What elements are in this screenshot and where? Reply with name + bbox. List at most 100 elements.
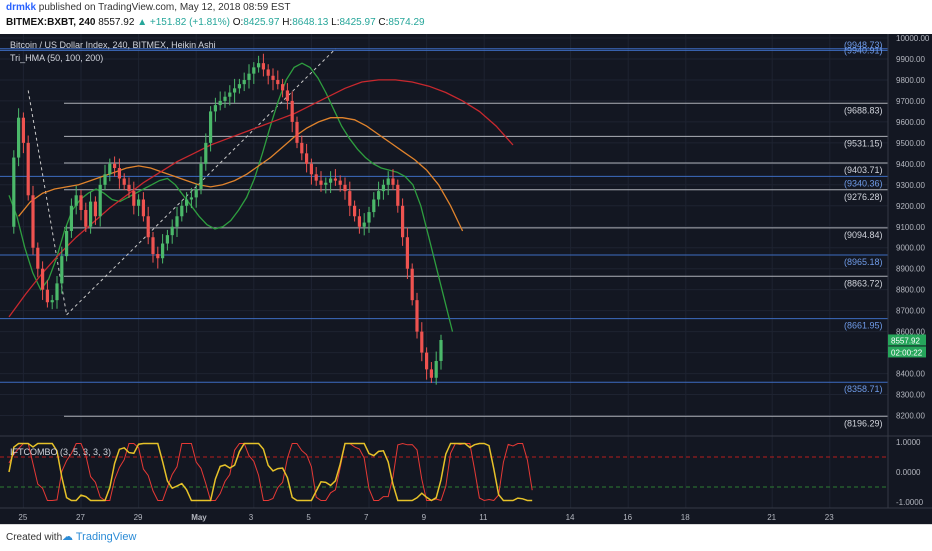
time-tick-label: 9: [422, 513, 427, 522]
ift-line-red: [8, 442, 533, 502]
candle-body: [137, 199, 141, 206]
chart-title: Bitcoin / US Dollar Index, 240, BITMEX, …: [10, 40, 216, 50]
close-label: C:: [378, 17, 389, 28]
candle-body: [180, 205, 184, 217]
oscillator-pane: [0, 435, 932, 502]
time-tick-label: 21: [767, 513, 776, 522]
ift-tick-label: 0.0000: [896, 468, 921, 477]
candle-body: [93, 201, 97, 217]
fib-label: (8661.95): [844, 321, 883, 331]
price-tick-label: 9400.00: [896, 160, 925, 169]
time-tick-label: 25: [18, 513, 27, 522]
candle-body: [146, 216, 150, 238]
candle-body: [247, 73, 251, 80]
quote-line: BITMEX:BXBT, 240 8557.92 ▲ +151.82 (+1.8…: [6, 17, 425, 28]
candle-body: [362, 222, 366, 227]
candle-body: [237, 84, 241, 89]
candle-body: [98, 184, 102, 217]
high-label: H:: [282, 17, 293, 28]
time-tick-label: 29: [134, 513, 143, 522]
price-tick-label: 9800.00: [896, 76, 925, 85]
candle-body: [429, 369, 433, 378]
candle-body: [405, 237, 409, 269]
candle-body: [353, 205, 357, 217]
price-tick-label: 8800.00: [896, 286, 925, 295]
fib-label: (9531.15): [844, 138, 883, 148]
price-tick-label: 8400.00: [896, 370, 925, 379]
chart-area[interactable]: (9948.73) (9940.91) (9688.83) (9531.15) (940…: [0, 34, 932, 524]
candle-body: [36, 247, 40, 269]
time-tick-label: 7: [364, 513, 369, 522]
candle-body: [319, 180, 323, 185]
candle-body: [233, 88, 237, 93]
candle-body: [396, 184, 400, 206]
candle-body: [228, 92, 232, 97]
candle-body: [223, 96, 227, 101]
price-tick-label: 9000.00: [896, 244, 925, 253]
candle-body: [372, 199, 376, 213]
fib-label: (9340.36): [844, 178, 883, 188]
close-value: 8574.29: [388, 17, 425, 28]
published-text: published on TradingView.com, May 12, 20…: [38, 2, 291, 13]
last-price-tag-text: 8557.92: [891, 336, 920, 345]
fib-label: (8965.18): [844, 257, 883, 267]
candle-body: [314, 174, 318, 181]
chart-background: [0, 34, 932, 524]
candle-body: [415, 300, 419, 332]
timer-tag-text: 02:00:22: [891, 348, 923, 357]
candle-body: [117, 168, 121, 179]
candle-body: [161, 243, 165, 259]
candle-body: [261, 63, 265, 70]
candle-body: [60, 256, 64, 284]
ift-line-yellow: [8, 442, 533, 502]
username-link[interactable]: drmkk: [6, 2, 37, 13]
time-tick-label: 18: [681, 513, 690, 522]
chart-svg[interactable]: (9948.73)(9940.91) (9688.83) (9531.15) (940…: [0, 34, 932, 524]
candle-body: [305, 153, 309, 164]
candle-body: [295, 121, 299, 143]
candle-body: [377, 191, 381, 200]
publish-header: drmkk published on TradingView.com, May …: [0, 0, 932, 34]
candle-body: [199, 163, 203, 190]
fib-label: (8196.29): [844, 418, 883, 428]
candle-body: [367, 212, 371, 223]
price-tick-label: 9600.00: [896, 118, 925, 127]
candle-body: [175, 216, 179, 227]
candle-body: [381, 184, 385, 192]
candle-body: [17, 117, 21, 158]
open-label: O:: [232, 17, 244, 28]
candle-body: [285, 90, 289, 101]
candle-body: [348, 191, 352, 206]
publish-line: drmkk published on TradingView.com, May …: [6, 2, 290, 13]
footer: Created with ☁ TradingView: [0, 524, 932, 551]
candle-body: [50, 300, 54, 303]
candle-body: [21, 117, 25, 143]
price-tick-label: 9900.00: [896, 55, 925, 64]
fib-label: (9276.28): [844, 192, 883, 202]
grid: [0, 34, 888, 508]
candle-body: [300, 142, 304, 154]
candle-body: [410, 268, 414, 301]
candle-body: [333, 178, 337, 181]
time-tick-label: May: [191, 513, 207, 522]
hma-lines: [8, 62, 514, 332]
candle-body: [209, 111, 213, 143]
candle-body: [257, 63, 261, 68]
oscillator-label: IFTCOMBO (3, 5, 3, 3, 3): [10, 447, 111, 457]
tradingview-cloud-icon: ☁: [62, 531, 73, 543]
time-axis: 25 27 29 May 3 5 7 9 11 14 16 18 21 23: [0, 507, 932, 522]
candle-body: [74, 195, 78, 206]
price-tick-label: 9300.00: [896, 181, 925, 190]
candle-body: [194, 189, 198, 198]
tradingview-logo[interactable]: ☁ TradingView: [62, 530, 136, 543]
ift-tick-label: -1.0000: [896, 498, 924, 507]
candle-body: [242, 79, 246, 85]
timer-tag: [888, 346, 926, 358]
time-tick-label: 23: [825, 513, 834, 522]
candle-body: [271, 75, 275, 80]
time-tick-label: 11: [479, 513, 488, 522]
price-tick-label: 9100.00: [896, 223, 925, 232]
price-tick-label: 10000.00: [896, 34, 930, 43]
candle-body: [218, 100, 222, 106]
candle-body: [103, 174, 107, 185]
